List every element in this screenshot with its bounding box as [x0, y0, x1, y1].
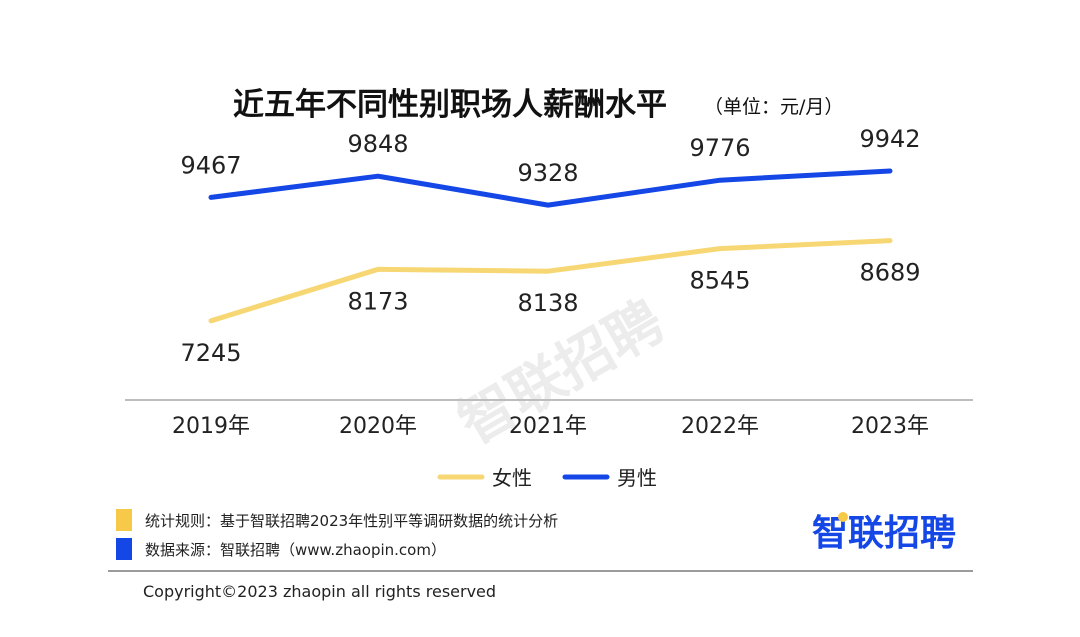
- x-tick-labels: 2019年 2020年 2021年 2022年 2023年: [172, 414, 929, 439]
- source-swatch: [116, 538, 132, 560]
- chart-title: 近五年不同性别职场人薪酬水平: [233, 87, 667, 123]
- data-label-1-3: 9776: [689, 134, 750, 162]
- source-text: 数据来源：智联招聘（www.zhaopin.com）: [145, 541, 446, 559]
- series-line-0: [208, 238, 893, 324]
- data-label-0-1: 8173: [347, 287, 408, 315]
- x-tick-4: 2023年: [851, 414, 929, 439]
- data-label-1-4: 9942: [859, 125, 920, 153]
- x-tick-2: 2021年: [509, 414, 587, 439]
- data-label-0-2: 8138: [517, 289, 578, 317]
- data-label-0-0: 7245: [180, 339, 241, 367]
- series-line-1: [208, 168, 893, 208]
- x-tick-1: 2020年: [339, 414, 417, 439]
- data-label-1-1: 9848: [347, 130, 408, 158]
- copyright-text: Copyright©2023 zhaopin all rights reserv…: [143, 582, 496, 601]
- legend-label-0: 女性: [492, 466, 532, 490]
- logo-dot-icon: [838, 512, 848, 522]
- data-label-0-4: 8689: [859, 259, 920, 287]
- legend-label-1: 男性: [617, 466, 657, 490]
- rule-swatch: [116, 509, 132, 531]
- rule-text: 统计规则：基于智联招聘2023年性别平等调研数据的统计分析: [145, 512, 558, 530]
- series-group: 7245 8173 8138 8545 8689 9467 9848 9328 9776 9942: [180, 125, 920, 367]
- x-tick-3: 2022年: [681, 414, 759, 439]
- logo-text: 智联招聘: [812, 513, 956, 554]
- data-label-1-0: 9467: [180, 151, 241, 179]
- data-label-1-2: 9328: [517, 159, 578, 187]
- data-label-0-3: 8545: [689, 267, 750, 295]
- legend: 女性 男性: [437, 466, 657, 490]
- chart-unit: （单位：元/月）: [704, 96, 843, 118]
- x-tick-0: 2019年: [172, 414, 250, 439]
